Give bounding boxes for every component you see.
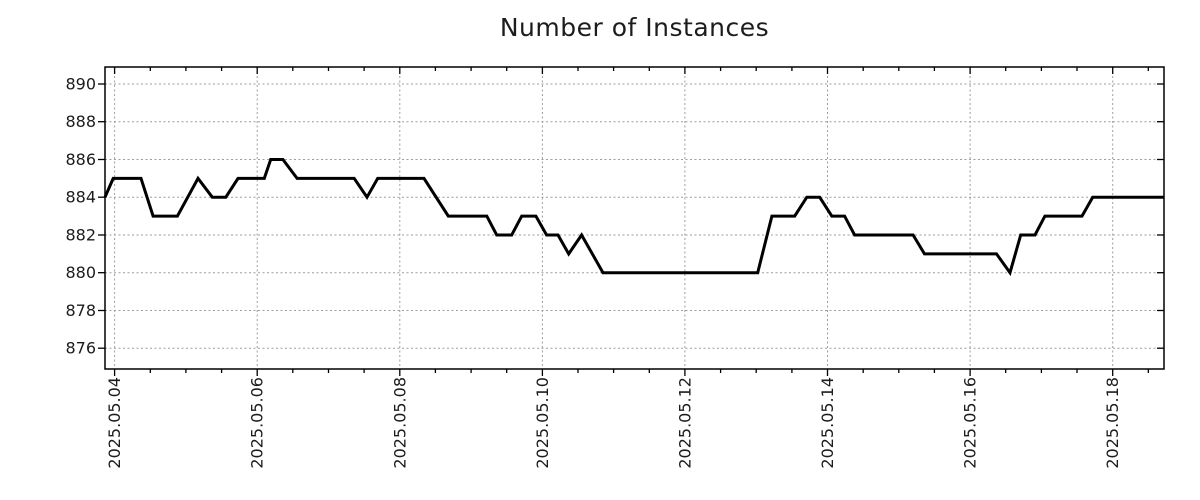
- series-line-instances: [103, 158, 1164, 277]
- svg-text:876: 876: [65, 339, 96, 358]
- svg-text:2025.05.18: 2025.05.18: [1103, 377, 1122, 469]
- svg-text:2025.05.06: 2025.05.06: [248, 377, 267, 469]
- svg-text:2025.05.12: 2025.05.12: [675, 377, 694, 469]
- svg-text:2025.05.16: 2025.05.16: [961, 377, 980, 469]
- svg-text:878: 878: [65, 301, 96, 320]
- chart-title: Number of Instances: [499, 13, 770, 42]
- svg-text:2025.05.08: 2025.05.08: [390, 377, 409, 469]
- svg-text:2025.05.10: 2025.05.10: [533, 377, 552, 469]
- gridlines: [105, 67, 1164, 369]
- svg-text:880: 880: [65, 263, 96, 282]
- svg-text:884: 884: [65, 188, 96, 207]
- svg-text:882: 882: [65, 226, 96, 245]
- plot-border: [104, 66, 1165, 370]
- x-tick-labels: 2025.05.04 2025.05.06 2025.05.08 2025.05.10…: [105, 377, 1122, 469]
- svg-text:886: 886: [65, 150, 96, 169]
- svg-text:888: 888: [65, 112, 96, 131]
- svg-text:2025.05.04: 2025.05.04: [105, 377, 124, 469]
- axis-ticks: [98, 67, 1164, 376]
- svg-text:2025.05.14: 2025.05.14: [818, 377, 837, 469]
- y-tick-labels: 876 878 880 882 884 886 888 890: [65, 75, 96, 358]
- svg-text:890: 890: [65, 75, 96, 94]
